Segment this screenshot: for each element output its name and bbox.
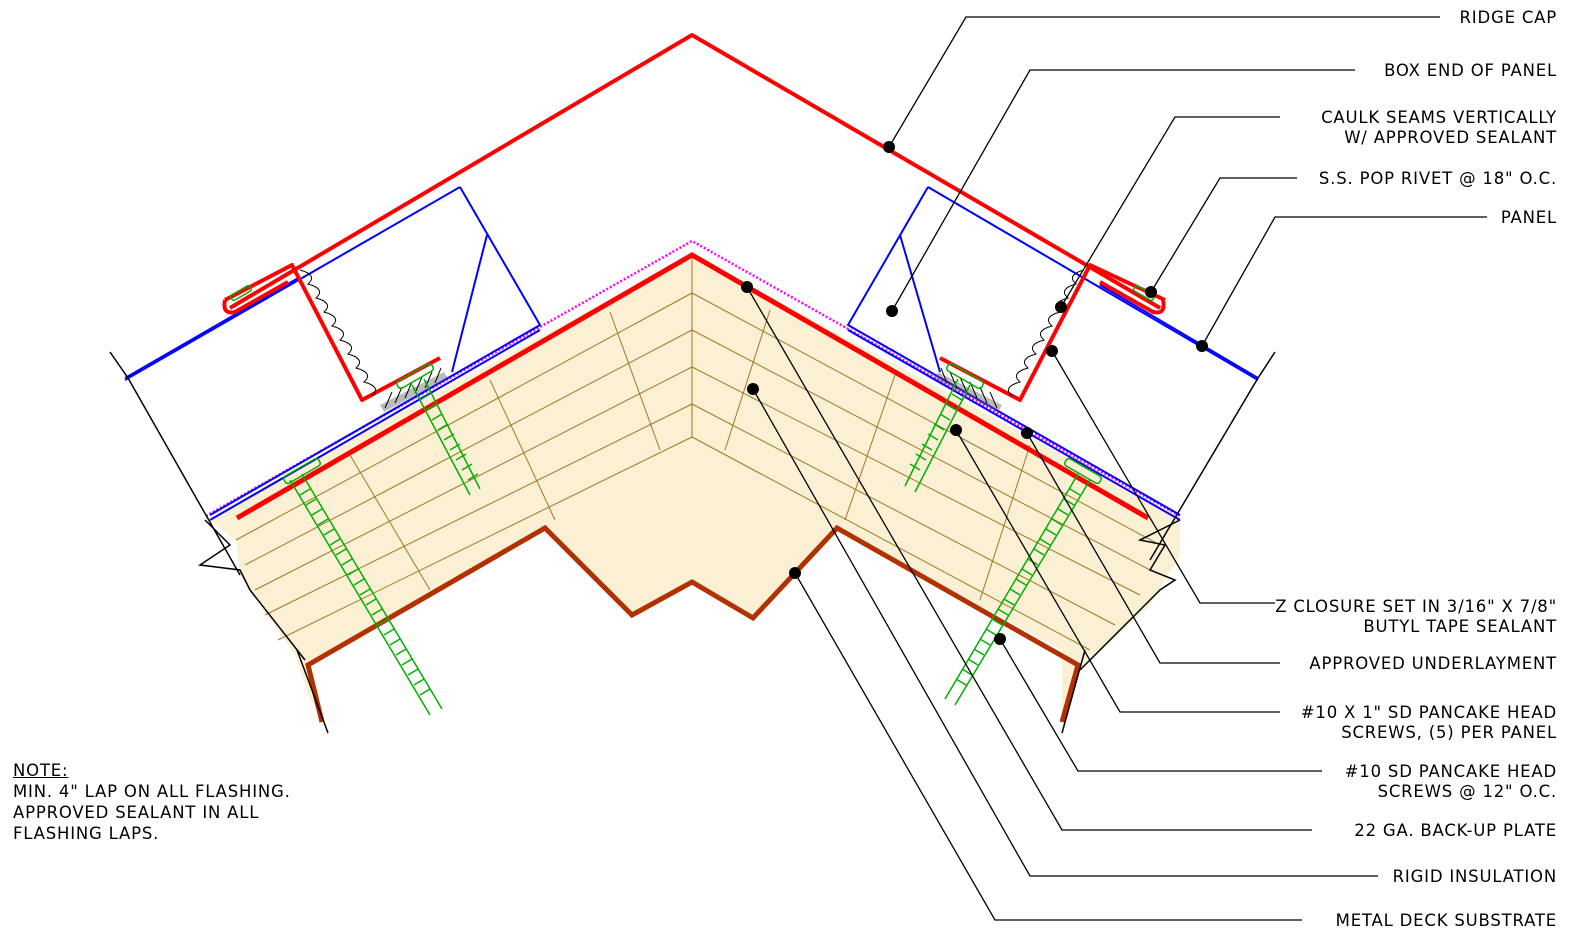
label-caulk-seams-2: W/ APPROVED SEALANT: [1344, 128, 1557, 147]
note-line: APPROVED SEALANT IN ALL: [13, 803, 260, 822]
leader-lines: [746, 16, 1487, 921]
label-box-end-of-panel: BOX END OF PANEL: [1384, 61, 1557, 80]
label-rigid-insulation: RIGID INSULATION: [1393, 867, 1557, 886]
label-metal-deck: METAL DECK SUBSTRATE: [1336, 911, 1557, 930]
note-line: FLASHING LAPS.: [13, 824, 160, 843]
label-z-closure-1: Z CLOSURE SET IN 3/16" X 7/8": [1275, 597, 1557, 616]
screw-left-short: [396, 362, 481, 496]
z-closure: [380, 367, 1002, 412]
label-caulk-seams-1: CAULK SEAMS VERTICALLY: [1321, 108, 1557, 127]
label-screws-1in-1: #10 X 1" SD PANCAKE HEAD: [1301, 703, 1557, 722]
label-backup-plate: 22 GA. BACK-UP PLATE: [1354, 821, 1557, 840]
rigid-insulation: [197, 255, 1181, 720]
label-screws-1in-2: SCREWS, (5) PER PANEL: [1341, 723, 1557, 742]
rivet-left: [229, 284, 253, 302]
caulk-seam-right: [1007, 269, 1085, 397]
screw-right-short: [904, 362, 984, 493]
general-note: NOTE: MIN. 4" LAP ON ALL FLASHING. APPRO…: [13, 760, 291, 844]
leader-dots: [741, 141, 1208, 645]
backup-plate: [235, 252, 1150, 521]
label-screws-12oc-1: #10 SD PANCAKE HEAD: [1345, 762, 1557, 781]
label-ridge-cap: RIDGE CAP: [1460, 8, 1557, 27]
callout-labels: RIDGE CAP BOX END OF PANEL CAULK SEAMS V…: [1275, 8, 1557, 930]
label-screws-12oc-2: SCREWS @ 12" O.C.: [1378, 782, 1557, 801]
note-heading: NOTE:: [13, 761, 69, 780]
label-pop-rivet: S.S. POP RIVET @ 18" O.C.: [1319, 169, 1557, 188]
label-panel: PANEL: [1501, 208, 1557, 227]
panel: [124, 186, 1259, 521]
screw-right-long: [944, 457, 1102, 706]
note-line: MIN. 4" LAP ON ALL FLASHING.: [13, 782, 291, 801]
screw-left-long: [283, 457, 443, 716]
label-underlayment: APPROVED UNDERLAYMENT: [1309, 654, 1557, 673]
caulk-seam-left: [299, 269, 377, 397]
label-z-closure-2: BUTYL TAPE SEALANT: [1363, 617, 1557, 636]
